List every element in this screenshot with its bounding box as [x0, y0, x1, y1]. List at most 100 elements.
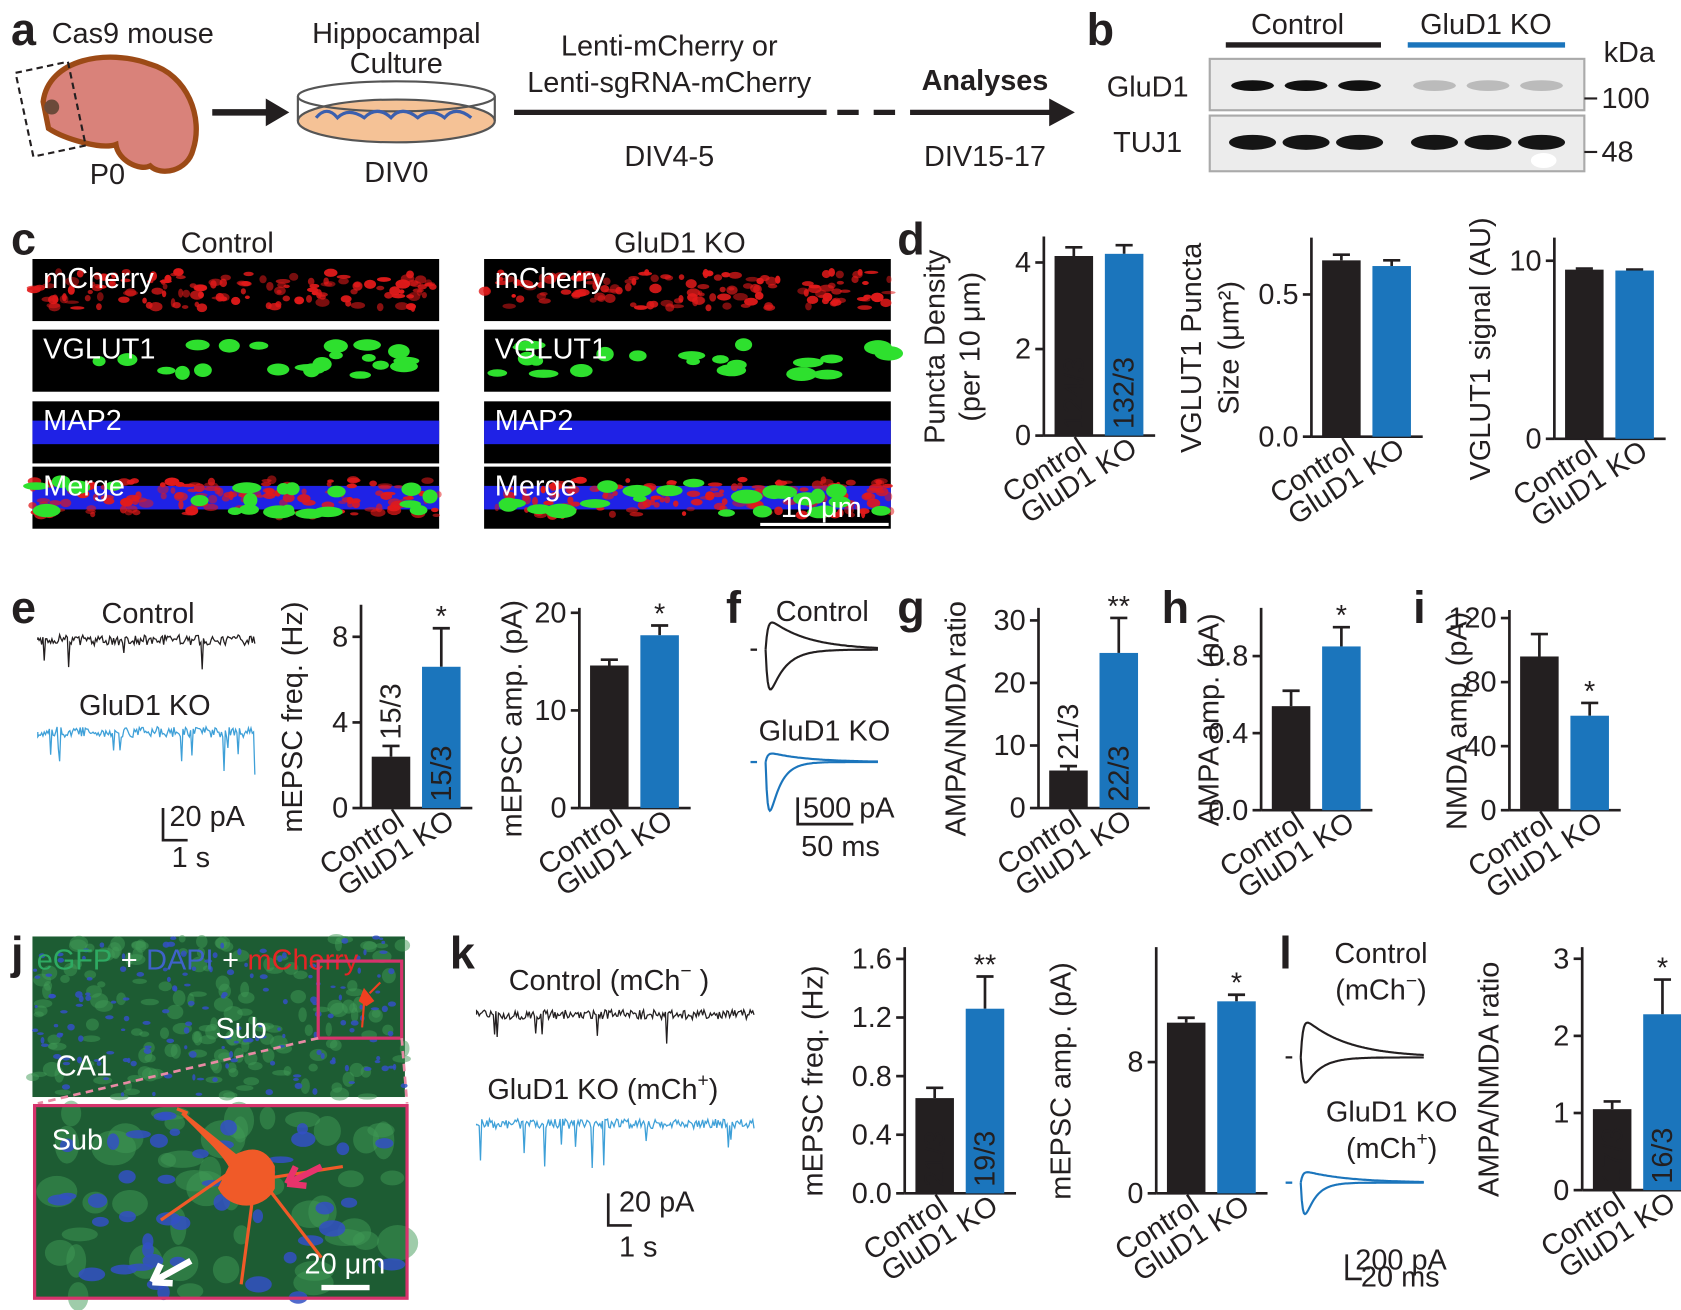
- map2-signal: [484, 420, 891, 445]
- mcherry-signal: [540, 485, 546, 494]
- dapi-signal: [327, 1013, 334, 1019]
- label: Lenti-mCherry or: [561, 31, 778, 63]
- dapi-signal: [157, 1174, 176, 1184]
- mcherry-signal: [659, 497, 665, 503]
- egfp-signal: [212, 1255, 240, 1284]
- dapi-signal: [220, 942, 225, 949]
- mcherry-signal: [858, 508, 870, 515]
- mcherry-signal: [159, 482, 166, 488]
- egfp-signal: [347, 980, 358, 992]
- dapi-signal: [237, 948, 242, 956]
- mcherry-signal: [685, 279, 697, 289]
- hippocampus: [44, 99, 60, 115]
- vglut1-signal: [249, 341, 269, 350]
- mcherry-signal: [259, 275, 267, 284]
- label-text: ): [709, 1074, 719, 1106]
- dapi-signal: [184, 1045, 188, 1050]
- dapi-signal: [270, 1060, 276, 1066]
- mcherry-signal: [327, 479, 334, 483]
- label: 200 pA: [1355, 1244, 1447, 1276]
- y-tick-label: 10: [534, 695, 566, 727]
- arrowhead: [1049, 98, 1075, 127]
- mcherry-signal: [91, 284, 103, 292]
- panel-label: l: [1279, 928, 1292, 979]
- dapi-signal: [370, 1007, 380, 1011]
- egfp-signal: [178, 935, 186, 943]
- mcherry-signal: [864, 270, 879, 275]
- channel-label: mCherry: [495, 263, 606, 295]
- mcherry-signal: [565, 485, 580, 495]
- mcherry-signal: [264, 488, 275, 494]
- n-label: 15/3: [426, 745, 458, 801]
- mcherry-signal: [821, 270, 831, 279]
- egfp-signal: [43, 980, 53, 991]
- dapi-signal: [374, 1060, 381, 1064]
- mcherry-signal: [795, 510, 809, 520]
- vglut1-signal: [117, 353, 138, 367]
- label: 50 ms: [801, 831, 880, 863]
- mcherry-signal: [722, 302, 732, 310]
- dapi-signal: [152, 1091, 156, 1097]
- egfp-signal: [334, 937, 343, 952]
- vglut1-signal: [735, 338, 753, 352]
- mcherry-signal: [763, 304, 776, 311]
- vglut1-signal: [545, 503, 577, 519]
- egfp-signal: [196, 947, 206, 958]
- mcherry-signal: [223, 491, 238, 498]
- vglut1-signal: [726, 359, 747, 370]
- dapi-signal: [85, 995, 92, 1001]
- mcherry-signal: [197, 291, 204, 299]
- dapi-signal: [277, 955, 283, 963]
- dapi-signal: [93, 1059, 101, 1062]
- egfp-signal: [231, 949, 250, 962]
- mcherry-signal: [28, 502, 37, 509]
- label: kDa: [1604, 37, 1656, 69]
- mcherry-signal: [400, 274, 415, 284]
- mcherry-signal: [149, 302, 163, 312]
- y-tick-label: 0: [1015, 420, 1031, 452]
- inset-lines: [37, 1036, 409, 1105]
- trace: [475, 1007, 755, 1044]
- mcherry-signal: [48, 302, 61, 312]
- channel-label: MAP2: [43, 405, 122, 437]
- egfp-signal: [166, 1004, 184, 1020]
- mcherry-signal: [705, 304, 712, 312]
- dapi-signal: [196, 1077, 205, 1081]
- label: DIV4-5: [624, 141, 714, 173]
- y-tick-label: 40: [1464, 731, 1496, 763]
- mcherry-signal: [375, 490, 384, 496]
- bar: [422, 666, 461, 809]
- egfp-signal: [199, 1035, 216, 1045]
- bar: [1271, 706, 1311, 811]
- label: Culture: [350, 48, 443, 80]
- y-tick-label: 0: [1010, 793, 1026, 825]
- mcherry-signal: [728, 271, 742, 279]
- dapi-signal: [245, 1276, 272, 1293]
- mcherry-signal: [483, 286, 490, 295]
- dapi-signal: [82, 955, 86, 961]
- mcherry-signal: [737, 476, 748, 483]
- dapi-signal: [233, 1040, 239, 1044]
- mcherry-signal: [713, 274, 723, 281]
- egfp-signal: [304, 1024, 313, 1036]
- y-tick-label: 80: [1464, 667, 1496, 699]
- dapi-signal: [61, 1084, 71, 1090]
- mcherry-signal: [204, 482, 218, 488]
- label-text: ): [1417, 975, 1427, 1007]
- mcherry-signal: [721, 498, 728, 505]
- mcherry-signal: [103, 497, 115, 505]
- dapi-signal: [392, 1063, 397, 1071]
- mcherry-signal: [806, 295, 819, 304]
- egfp-signal: [349, 1062, 364, 1078]
- panel-label: b: [1087, 4, 1114, 55]
- egfp-signal: [54, 1089, 71, 1096]
- mcherry-signal: [378, 484, 392, 490]
- mcherry-signal: [538, 273, 545, 283]
- dapi-signal: [244, 962, 248, 968]
- mcherry-signal: [244, 295, 250, 300]
- dapi-signal: [40, 1043, 49, 1047]
- trace: [37, 632, 256, 670]
- mcherry-signal: [282, 295, 291, 302]
- y-tick-label: 0.4: [852, 1119, 892, 1151]
- arrow: [149, 1257, 193, 1287]
